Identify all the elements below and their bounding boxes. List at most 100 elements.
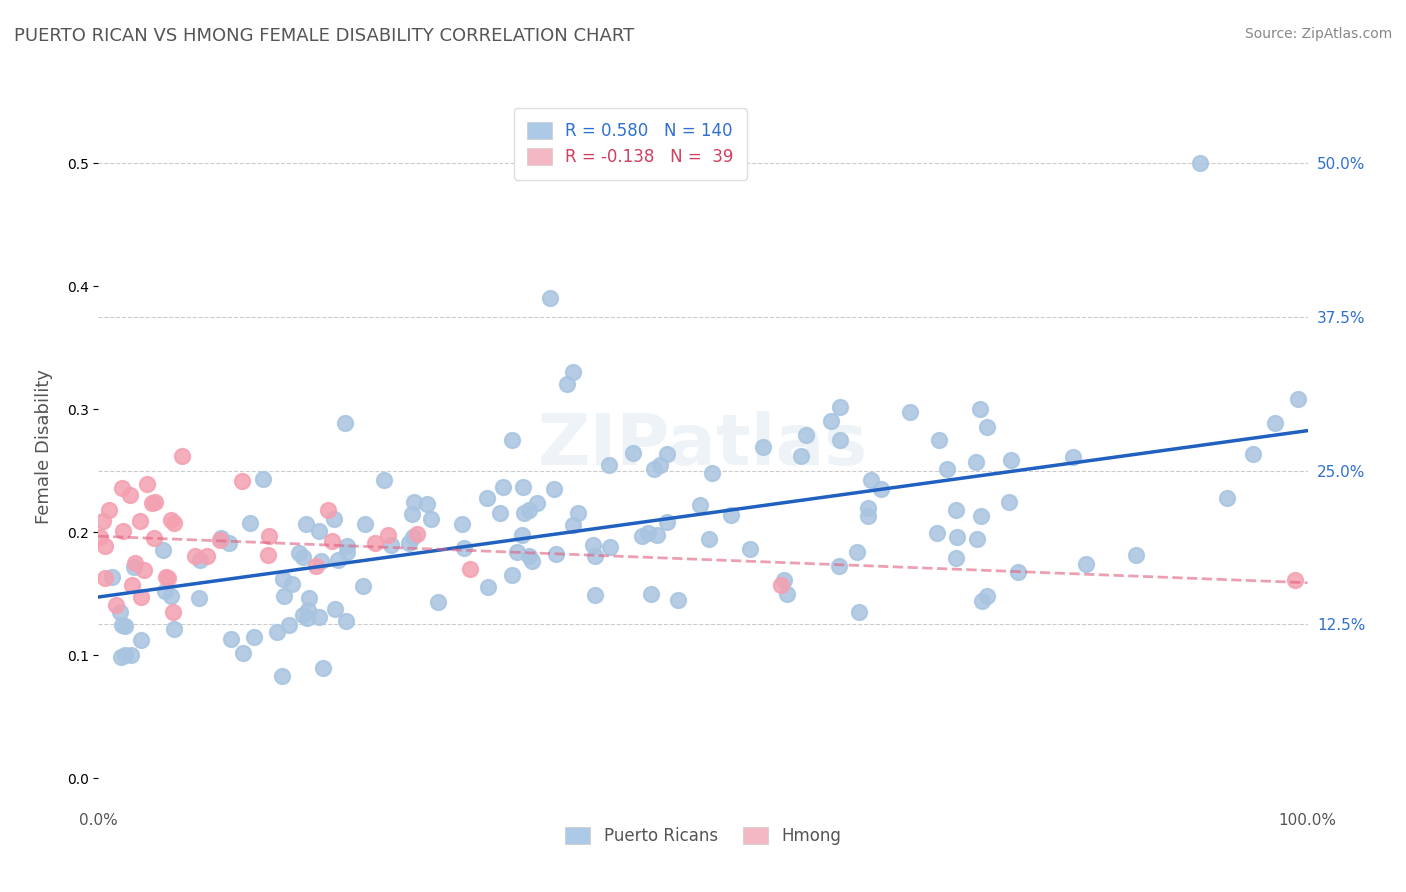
- Point: [143, 531, 166, 545]
- Point: [352, 579, 374, 593]
- Point: [129, 591, 152, 605]
- Point: [271, 669, 294, 683]
- Legend: Puerto Ricans, Hmong: Puerto Ricans, Hmong: [558, 820, 848, 852]
- Point: [828, 400, 851, 414]
- Point: [640, 587, 662, 601]
- Point: [1216, 491, 1239, 506]
- Point: [97, 503, 120, 517]
- Point: [308, 610, 330, 624]
- Point: [1286, 392, 1309, 406]
- Point: [820, 414, 842, 428]
- Point: [297, 611, 319, 625]
- Point: [419, 512, 441, 526]
- Point: [292, 549, 315, 564]
- Point: [1241, 447, 1264, 461]
- Point: [323, 512, 346, 526]
- Point: [583, 549, 606, 563]
- Point: [427, 595, 450, 609]
- Point: [621, 446, 644, 460]
- Point: [969, 402, 991, 417]
- Point: [790, 449, 813, 463]
- Point: [453, 541, 475, 555]
- Point: [970, 509, 993, 524]
- Point: [513, 506, 536, 520]
- Point: [406, 526, 429, 541]
- Point: [561, 365, 583, 379]
- Point: [538, 291, 561, 305]
- Point: [232, 646, 254, 660]
- Point: [190, 553, 212, 567]
- Point: [273, 589, 295, 603]
- Point: [162, 605, 184, 619]
- Point: [856, 508, 879, 523]
- Point: [848, 605, 870, 619]
- Point: [599, 540, 621, 554]
- Point: [380, 538, 402, 552]
- Point: [697, 532, 720, 546]
- Point: [135, 477, 157, 491]
- Point: [645, 528, 668, 542]
- Point: [209, 531, 232, 545]
- Point: [770, 578, 793, 592]
- Point: [998, 495, 1021, 509]
- Point: [720, 508, 742, 522]
- Point: [219, 632, 242, 647]
- Point: [898, 405, 921, 419]
- Point: [257, 529, 280, 543]
- Point: [141, 496, 163, 510]
- Point: [519, 549, 541, 563]
- Point: [928, 433, 950, 447]
- Point: [966, 532, 988, 546]
- Point: [170, 450, 193, 464]
- Point: [160, 513, 183, 527]
- Point: [129, 632, 152, 647]
- Point: [336, 545, 359, 559]
- Point: [114, 619, 136, 633]
- Point: [936, 462, 959, 476]
- Point: [120, 488, 142, 502]
- Point: [184, 549, 207, 564]
- Point: [477, 580, 499, 594]
- Point: [945, 551, 967, 566]
- Point: [364, 536, 387, 550]
- Point: [501, 433, 523, 447]
- Point: [114, 648, 136, 662]
- Point: [846, 545, 869, 559]
- Point: [155, 570, 177, 584]
- Point: [1000, 452, 1022, 467]
- Point: [298, 591, 321, 605]
- Point: [740, 542, 762, 557]
- Point: [124, 560, 146, 574]
- Point: [776, 587, 799, 601]
- Point: [153, 583, 176, 598]
- Point: [491, 480, 513, 494]
- Point: [124, 556, 146, 570]
- Point: [105, 599, 128, 613]
- Point: [101, 570, 124, 584]
- Y-axis label: Female Disability: Female Disability: [35, 368, 53, 524]
- Point: [242, 630, 264, 644]
- Point: [157, 571, 180, 585]
- Point: [402, 530, 425, 544]
- Point: [489, 507, 512, 521]
- Point: [567, 506, 589, 520]
- Point: [316, 502, 339, 516]
- Point: [648, 458, 671, 473]
- Point: [1125, 548, 1147, 562]
- Point: [218, 535, 240, 549]
- Point: [689, 498, 711, 512]
- Point: [160, 589, 183, 603]
- Point: [976, 589, 998, 603]
- Point: [519, 503, 541, 517]
- Point: [323, 602, 346, 616]
- Point: [945, 503, 967, 517]
- Point: [828, 558, 851, 573]
- Point: [336, 539, 359, 553]
- Point: [280, 576, 302, 591]
- Point: [1284, 573, 1306, 587]
- Point: [657, 447, 679, 461]
- Text: ZIPatlas: ZIPatlas: [538, 411, 868, 481]
- Point: [321, 534, 343, 549]
- Point: [287, 546, 309, 560]
- Point: [266, 625, 288, 640]
